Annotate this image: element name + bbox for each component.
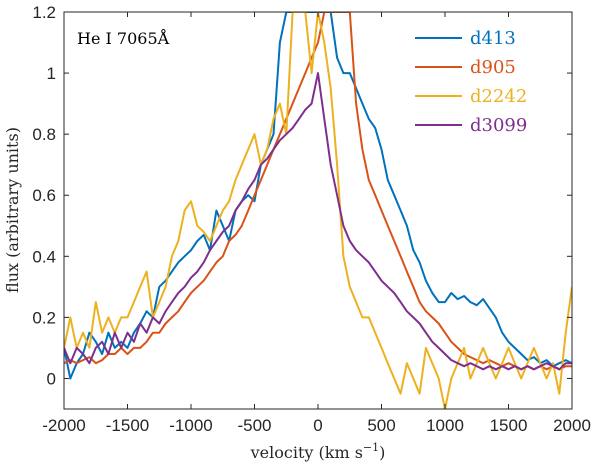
- y-axis-label: flux (arbitrary units): [3, 127, 22, 293]
- x-axis-label-superscript: −1: [363, 441, 379, 454]
- line-annotation: He I 7065Å: [77, 28, 170, 48]
- x-tick-label: 1500: [490, 416, 528, 435]
- series-line-d2242: [64, 12, 572, 409]
- x-tick-label: 0: [313, 416, 322, 435]
- legend-label-d413: d413: [470, 28, 516, 49]
- series-line-d3099: [64, 72, 572, 371]
- y-tick-label: 1: [47, 64, 56, 83]
- x-axis-label-text: velocity (km s: [250, 443, 363, 462]
- x-tick-label: 1000: [426, 416, 464, 435]
- legend-label-d3099: d3099: [470, 115, 527, 136]
- x-axis-label-close: ): [379, 443, 385, 462]
- series-group: [64, 12, 572, 409]
- y-tick-label: 0.4: [32, 247, 56, 266]
- x-tick-label: -1000: [169, 416, 212, 435]
- y-tick-label: 0.6: [32, 186, 56, 205]
- ticks-group: -2000 -1500 -1000 -500 0 500 1000 1500 2000 0 0.2 0…: [32, 3, 591, 435]
- legend-label-d2242: d2242: [470, 86, 527, 107]
- x-tick-label: 500: [367, 416, 395, 435]
- legend-label-d905: d905: [470, 57, 516, 78]
- legend: d413 d905 d2242 d3099: [415, 28, 527, 136]
- y-tick-label: 0.8: [32, 125, 56, 144]
- series-line-d413: [64, 12, 572, 380]
- x-tick-label: -500: [237, 416, 271, 435]
- y-tick-label: 0: [47, 369, 56, 388]
- x-tick-label: -2000: [42, 416, 85, 435]
- x-axis-label: velocity (km s−1): [250, 441, 386, 462]
- y-tick-label: 1.2: [32, 3, 56, 22]
- x-tick-label: -1500: [106, 416, 149, 435]
- y-tick-label: 0.2: [32, 308, 56, 327]
- x-tick-label: 2000: [553, 416, 591, 435]
- series-line-d905: [64, 12, 572, 371]
